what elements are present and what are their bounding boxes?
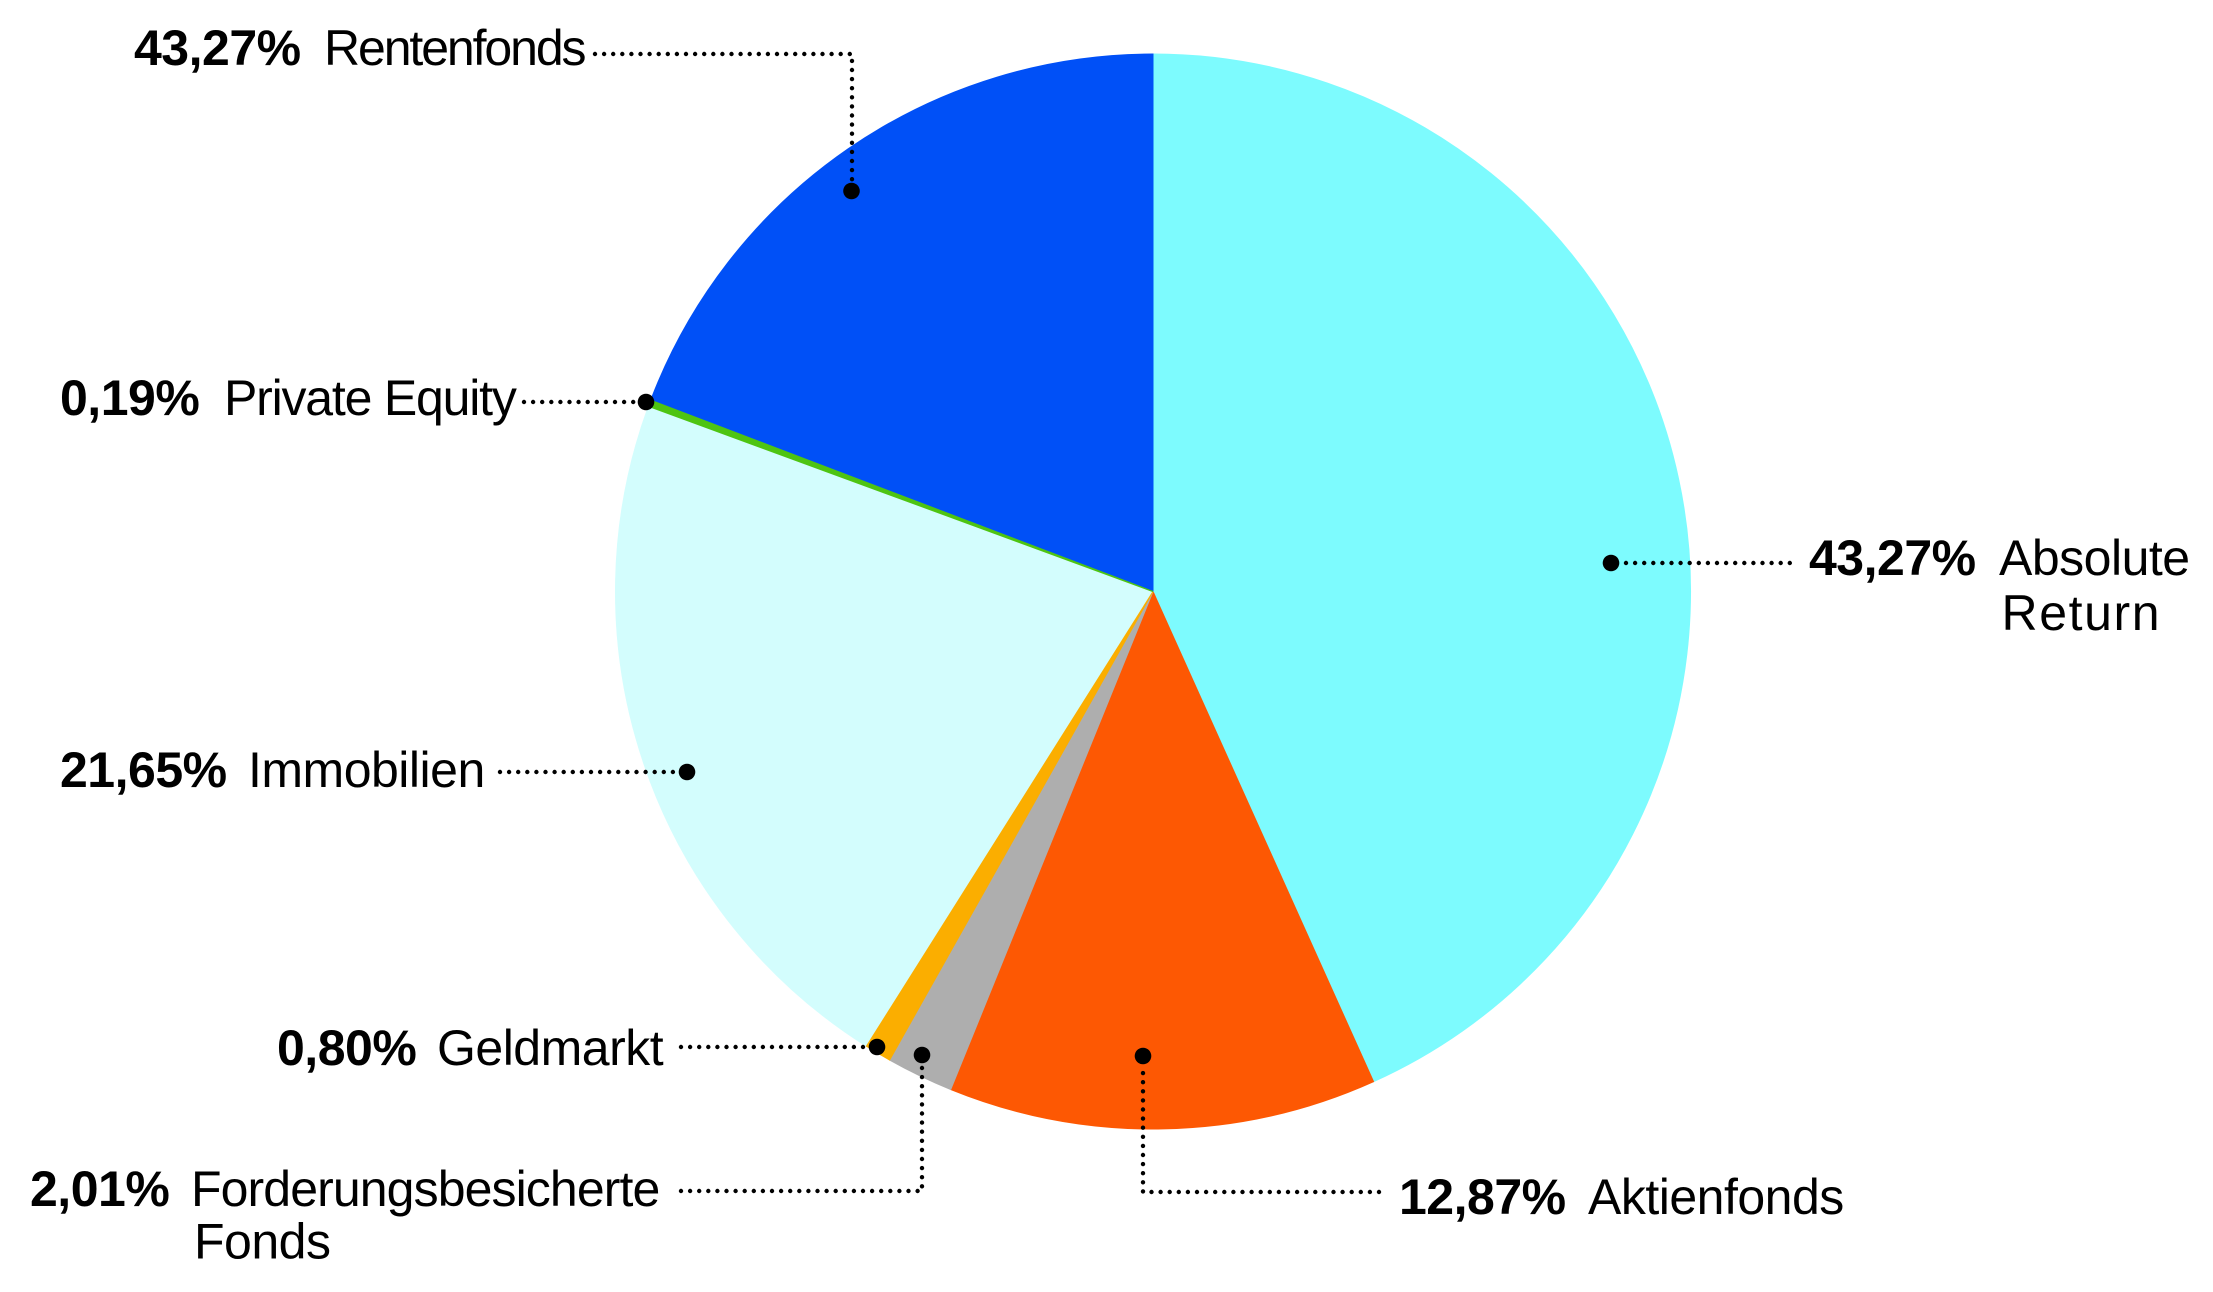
svg-text:Geldmarkt: Geldmarkt [437, 1020, 664, 1076]
svg-text:Immobilien: Immobilien [248, 742, 485, 798]
svg-text:Fonds: Fonds [194, 1214, 330, 1270]
svg-text:21,65%: 21,65% [60, 742, 227, 798]
svg-text:43,27%: 43,27% [134, 20, 301, 76]
svg-text:Absolute: Absolute [1999, 530, 2190, 586]
svg-text:Rentenfonds: Rentenfonds [324, 20, 586, 76]
svg-text:12,87%: 12,87% [1399, 1169, 1566, 1225]
svg-text:Aktienfonds: Aktienfonds [1588, 1169, 1844, 1225]
svg-text:0,19%: 0,19% [60, 370, 199, 426]
svg-text:Private Equity: Private Equity [224, 370, 517, 426]
svg-text:Forderungsbesicherte: Forderungsbesicherte [191, 1161, 659, 1217]
svg-text:43,27%: 43,27% [1809, 530, 1976, 586]
svg-text:2,01%: 2,01% [30, 1161, 169, 1217]
svg-text:Return: Return [2002, 585, 2162, 641]
svg-text:0,80%: 0,80% [277, 1020, 416, 1076]
